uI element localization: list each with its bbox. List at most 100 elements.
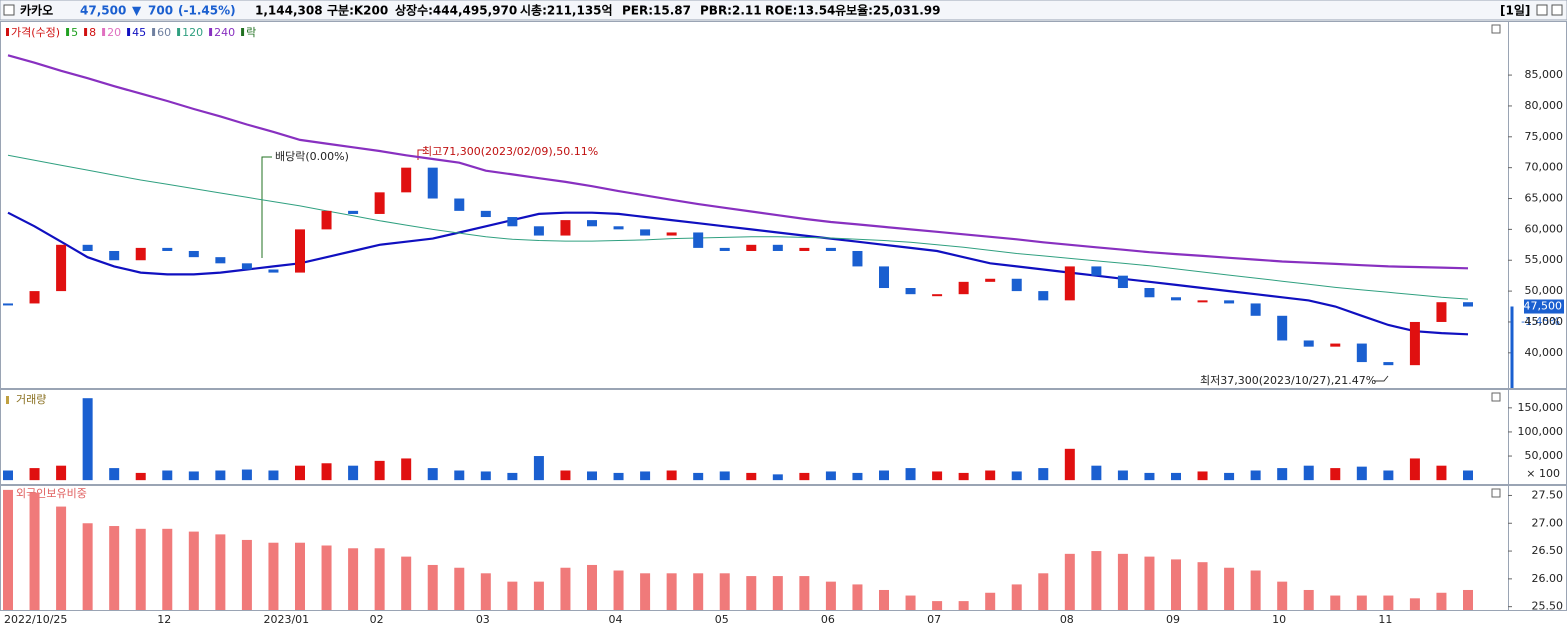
- bar: [613, 472, 624, 481]
- legend-swatch: [102, 28, 106, 36]
- bar: [693, 472, 704, 481]
- y-tick-label: 100,000: [1518, 425, 1564, 438]
- bar: [1038, 573, 1049, 610]
- bar: [1303, 465, 1314, 481]
- candle: [825, 247, 836, 251]
- checkbox[interactable]: [3, 4, 15, 16]
- bar: [1091, 551, 1102, 610]
- candle: [560, 220, 571, 236]
- candle: [1117, 275, 1128, 289]
- legend-swatch: [6, 28, 9, 36]
- header-field: 카카오: [20, 3, 53, 18]
- bar: [1277, 468, 1288, 481]
- bar: [772, 576, 783, 610]
- bar: [852, 584, 863, 610]
- candle: [533, 226, 544, 236]
- panel-button[interactable]: [1491, 488, 1501, 498]
- bar: [746, 472, 757, 481]
- candle: [348, 210, 359, 214]
- header-field: 유보율:25,031.99: [835, 4, 940, 18]
- bar: [958, 472, 969, 481]
- bar: [401, 556, 412, 610]
- bar: [852, 472, 863, 481]
- header-field: 상장수:444,495,970: [395, 3, 517, 18]
- legend-label: 8: [89, 26, 96, 39]
- bar: [427, 468, 438, 481]
- bar: [533, 581, 544, 610]
- close-button[interactable]: [1551, 4, 1563, 16]
- candle: [454, 198, 465, 211]
- candle: [985, 278, 996, 282]
- candle: [321, 210, 332, 230]
- candle: [932, 294, 943, 297]
- bar: [825, 581, 836, 610]
- bar: [1436, 592, 1447, 610]
- bar: [241, 469, 252, 481]
- candle: [746, 244, 757, 251]
- bar: [401, 458, 412, 481]
- moving-average: [7, 154, 1469, 300]
- panel-button[interactable]: [1491, 392, 1501, 402]
- header-bar: [0, 0, 1567, 21]
- legend-label: 60: [157, 26, 171, 39]
- bar: [56, 506, 67, 610]
- bar: [613, 570, 624, 610]
- bar: [1038, 468, 1049, 481]
- candle: [772, 244, 783, 251]
- volume-title: 거래량: [16, 393, 46, 406]
- candle: [1091, 266, 1102, 276]
- candle: [879, 266, 889, 289]
- candle: [374, 192, 385, 214]
- header-field: 구분:K200: [327, 4, 388, 18]
- bar: [82, 398, 93, 481]
- candle: [613, 226, 624, 230]
- bar: [1250, 470, 1261, 481]
- candle: [401, 167, 412, 193]
- candle: [905, 288, 916, 295]
- bar: [1224, 567, 1235, 610]
- bar: [1436, 465, 1447, 481]
- legend-swatch: [209, 28, 213, 36]
- candle: [1277, 315, 1288, 341]
- candle: [1436, 302, 1447, 322]
- y-tick-label: 65,000: [1525, 192, 1564, 205]
- candle: [1171, 297, 1181, 301]
- candle: [1250, 303, 1261, 316]
- bar: [1409, 458, 1420, 481]
- candle: [1011, 278, 1022, 292]
- bar: [640, 573, 651, 610]
- bar: [1330, 468, 1341, 481]
- bar: [29, 492, 40, 610]
- legend-swatch: [66, 28, 70, 36]
- bar: [1171, 472, 1181, 481]
- y-tick-label: 45,000: [1525, 315, 1564, 328]
- bar: [985, 592, 996, 610]
- high-annotation: 최고71,300(2023/02/09),50.11%: [422, 145, 598, 158]
- header-field: PBR:2.11: [700, 4, 762, 18]
- header-field: ▼: [132, 4, 142, 18]
- candle: [295, 229, 305, 273]
- bar: [905, 468, 916, 481]
- candle: [268, 269, 279, 273]
- legend-swatch: [84, 28, 88, 36]
- y-tick-label: 80,000: [1525, 99, 1564, 112]
- legend-swatch: [127, 28, 131, 36]
- bar: [666, 573, 677, 610]
- bar: [1144, 472, 1155, 481]
- bar: [719, 471, 730, 481]
- candle: [1409, 321, 1420, 366]
- y-tick-label: 70,000: [1525, 161, 1564, 174]
- legend-label: 120: [182, 26, 203, 39]
- bar: [1356, 466, 1367, 481]
- bar: [348, 465, 359, 481]
- candle: [1038, 291, 1049, 301]
- window-button[interactable]: [1536, 4, 1548, 16]
- candle: [162, 247, 173, 251]
- bar: [1091, 465, 1102, 481]
- legend-swatch: [6, 396, 9, 404]
- panel-button[interactable]: [1491, 24, 1501, 34]
- y-tick-label: 26.00: [1532, 572, 1564, 585]
- bar: [3, 470, 13, 481]
- bar: [932, 601, 943, 610]
- bar: [1383, 595, 1394, 610]
